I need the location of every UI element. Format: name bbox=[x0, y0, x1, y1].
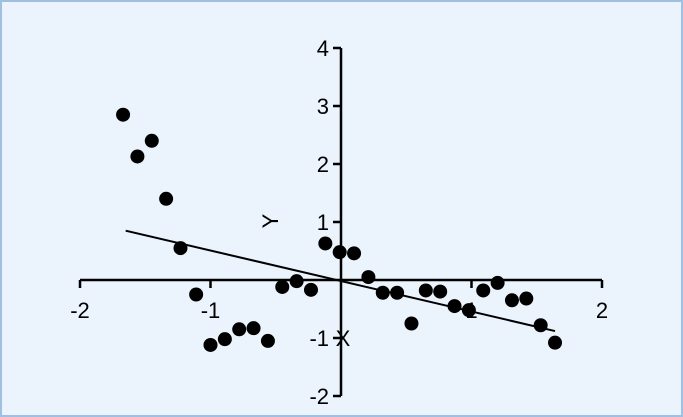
data-point bbox=[289, 274, 304, 289]
regression-line bbox=[125, 229, 556, 333]
y-tick-label: 1 bbox=[317, 210, 329, 235]
data-point bbox=[533, 318, 548, 333]
data-point bbox=[347, 246, 362, 261]
x-axis-label: X bbox=[336, 326, 351, 351]
data-point bbox=[332, 245, 347, 260]
data-point bbox=[375, 285, 390, 300]
data-point bbox=[548, 335, 563, 350]
data-point bbox=[404, 316, 419, 331]
data-point bbox=[232, 322, 247, 337]
data-point bbox=[490, 275, 505, 290]
data-point bbox=[246, 321, 261, 336]
data-point bbox=[217, 332, 232, 347]
data-point bbox=[260, 333, 275, 348]
data-point bbox=[144, 133, 159, 148]
data-point bbox=[418, 283, 433, 298]
data-point bbox=[476, 283, 491, 298]
data-points bbox=[116, 107, 563, 352]
data-point bbox=[519, 291, 534, 306]
data-point bbox=[390, 285, 405, 300]
data-point bbox=[504, 293, 519, 308]
data-point bbox=[159, 191, 174, 206]
y-axis-label: Y bbox=[258, 213, 283, 228]
data-point bbox=[275, 279, 290, 294]
y-tick-label: -2 bbox=[309, 384, 329, 409]
data-point bbox=[318, 236, 333, 251]
data-point bbox=[173, 241, 188, 256]
y-tick-label: 3 bbox=[317, 94, 329, 119]
ticks bbox=[78, 46, 604, 398]
data-point bbox=[433, 284, 448, 299]
data-point bbox=[189, 287, 204, 302]
data-point bbox=[361, 270, 376, 285]
y-tick-label: 2 bbox=[317, 152, 329, 177]
data-point bbox=[461, 303, 476, 318]
data-point bbox=[130, 149, 145, 164]
data-point bbox=[303, 282, 318, 297]
data-point bbox=[447, 299, 462, 314]
x-tick-label: -2 bbox=[70, 298, 90, 323]
x-tick-label: 2 bbox=[596, 298, 608, 323]
x-tick-label: -1 bbox=[201, 298, 221, 323]
data-point bbox=[116, 107, 131, 122]
data-point bbox=[203, 337, 218, 352]
y-tick-label: -1 bbox=[309, 326, 329, 351]
y-tick-label: 4 bbox=[317, 36, 329, 61]
